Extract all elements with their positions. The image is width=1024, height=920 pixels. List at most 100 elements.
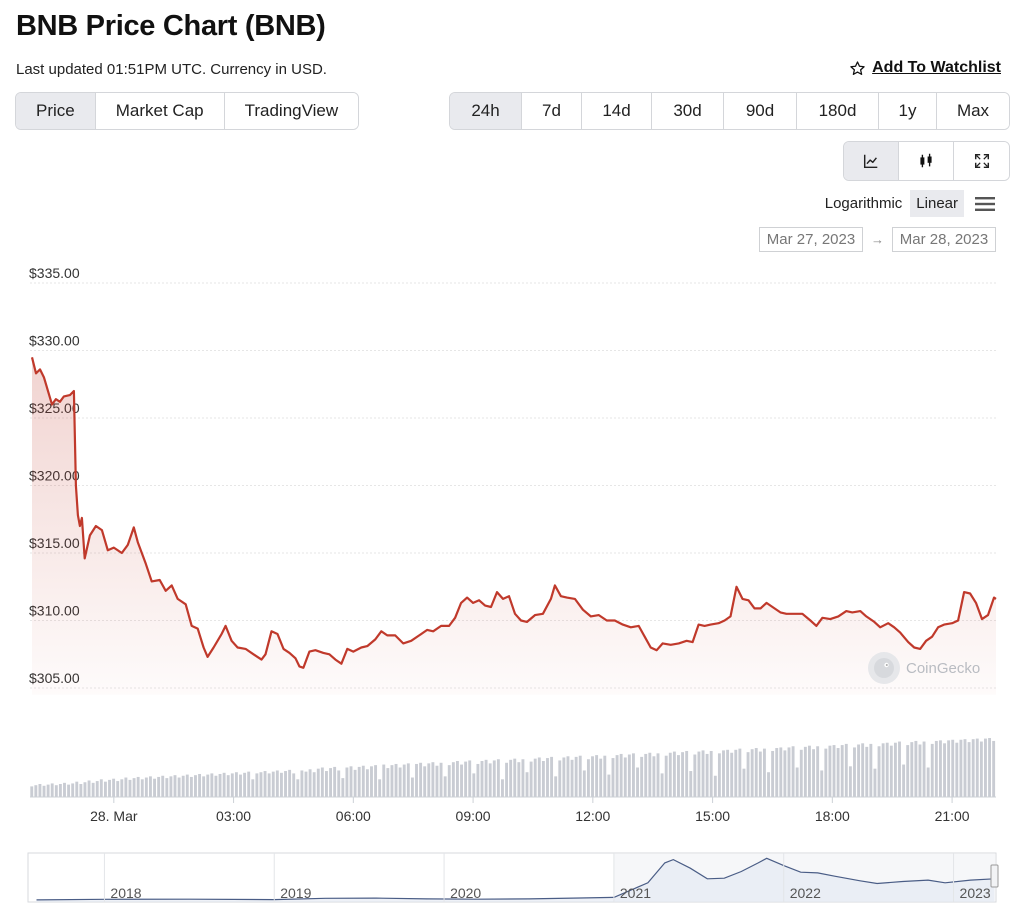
volume-bar — [578, 755, 582, 797]
volume-bar — [496, 759, 500, 797]
volume-bar — [824, 748, 828, 797]
volume-bar — [881, 743, 885, 797]
volume-bar — [239, 774, 242, 797]
volume-bar — [967, 742, 971, 797]
volume-bar — [775, 748, 779, 797]
volume-bar — [644, 753, 648, 797]
volume-bar — [615, 755, 619, 797]
linear-option[interactable]: Linear — [910, 190, 964, 217]
volume-bar — [771, 750, 775, 797]
volume-bar — [685, 750, 689, 797]
volume-bar — [439, 762, 443, 797]
volume-bar — [922, 741, 926, 797]
gecko-logo-icon — [868, 652, 900, 684]
volume-bar — [656, 753, 660, 797]
tab-market-cap[interactable]: Market Cap — [95, 93, 225, 129]
volume-bar — [284, 771, 287, 797]
x-tick-label: 09:00 — [456, 808, 491, 824]
volume-bar — [398, 767, 402, 797]
volume-bar — [627, 754, 631, 797]
chart-type-tabs: Price Market Cap TradingView — [15, 92, 360, 130]
date-to-input[interactable]: Mar 28, 2023 — [892, 227, 996, 252]
volume-bar — [803, 746, 807, 797]
fullscreen-icon — [974, 153, 989, 169]
line-view-button[interactable] — [844, 142, 899, 180]
volume-bar — [243, 772, 247, 797]
volume-bar — [124, 777, 128, 797]
watchlist-label: Add To Watchlist — [872, 59, 1001, 76]
range-30d-button[interactable]: 30d — [652, 93, 724, 129]
volume-bar — [812, 749, 815, 797]
volume-bar — [103, 781, 107, 797]
volume-bar — [333, 766, 337, 797]
volume-bar — [738, 748, 742, 797]
volume-bar — [840, 745, 844, 797]
range-90d-button[interactable]: 90d — [724, 93, 797, 129]
volume-bar — [554, 776, 558, 797]
date-from-input[interactable]: Mar 27, 2023 — [759, 227, 863, 252]
volume-bar — [705, 753, 709, 797]
volume-bar — [951, 739, 955, 797]
logarithmic-option[interactable]: Logarithmic — [824, 195, 903, 212]
volume-bar — [349, 766, 353, 797]
fullscreen-button[interactable] — [954, 142, 1009, 180]
volume-bar — [971, 739, 975, 797]
volume-bar — [218, 773, 222, 797]
volume-bar — [828, 745, 832, 797]
range-180d-button[interactable]: 180d — [797, 93, 879, 129]
volume-bar — [382, 764, 386, 797]
volume-bar — [370, 766, 373, 797]
range-24h-button[interactable]: 24h — [450, 93, 522, 129]
volume-bar — [599, 758, 603, 797]
volume-bar — [586, 759, 590, 797]
volume-bar — [783, 750, 787, 797]
navigator-handle[interactable] — [990, 864, 999, 888]
watermark-text: CoinGecko — [906, 659, 981, 677]
range-7d-button[interactable]: 7d — [522, 93, 582, 129]
volume-bar — [402, 764, 406, 797]
tab-price[interactable]: Price — [16, 93, 96, 129]
volume-bar — [816, 746, 820, 797]
volume-bar — [582, 770, 586, 797]
volume-bar — [717, 753, 721, 797]
price-chart[interactable]: $335.00$330.00$325.00$320.00$315.00$310.… — [0, 260, 1024, 920]
volume-bar — [660, 773, 664, 797]
add-to-watchlist-link[interactable]: Add To Watchlist — [849, 59, 1001, 77]
date-range-picker: Mar 27, 2023 → Mar 28, 2023 — [759, 227, 996, 252]
volume-bar — [132, 778, 136, 797]
volume-bar — [202, 776, 206, 797]
volume-bar — [312, 772, 316, 797]
range-1y-button[interactable]: 1y — [879, 93, 937, 129]
navigator-tick-label: 2021 — [620, 885, 651, 901]
line-chart-icon — [863, 154, 878, 169]
volume-bar — [177, 777, 181, 797]
volume-bar — [296, 779, 300, 797]
range-max-button[interactable]: Max — [937, 93, 1009, 129]
volume-bar — [337, 770, 341, 797]
volume-bar — [808, 745, 811, 797]
volume-bar — [664, 755, 668, 797]
volume-bar — [787, 747, 791, 797]
volume-bar — [713, 775, 717, 797]
volume-bar — [836, 748, 840, 797]
volume-bar — [529, 761, 533, 797]
volume-bar — [54, 785, 58, 797]
volume-bar — [316, 768, 320, 797]
navigator-line — [36, 857, 995, 901]
volume-bar — [517, 762, 521, 797]
range-14d-button[interactable]: 14d — [582, 93, 652, 129]
tab-tradingview[interactable]: TradingView — [224, 93, 359, 129]
volume-bar — [648, 752, 652, 797]
volume-bar — [42, 785, 46, 797]
x-tick-label: 28. Mar — [90, 808, 138, 824]
navigator-tick-label: 2023 — [960, 885, 991, 901]
volume-bar — [501, 779, 504, 797]
volume-bar — [861, 743, 865, 797]
volume-bar — [476, 763, 480, 797]
volume-bar — [345, 767, 349, 797]
hamburger-menu-icon[interactable] — [974, 195, 996, 213]
volume-bar — [902, 764, 906, 797]
volume-bar — [726, 749, 730, 797]
candlestick-view-button[interactable] — [899, 142, 954, 180]
volume-bar — [668, 752, 672, 797]
